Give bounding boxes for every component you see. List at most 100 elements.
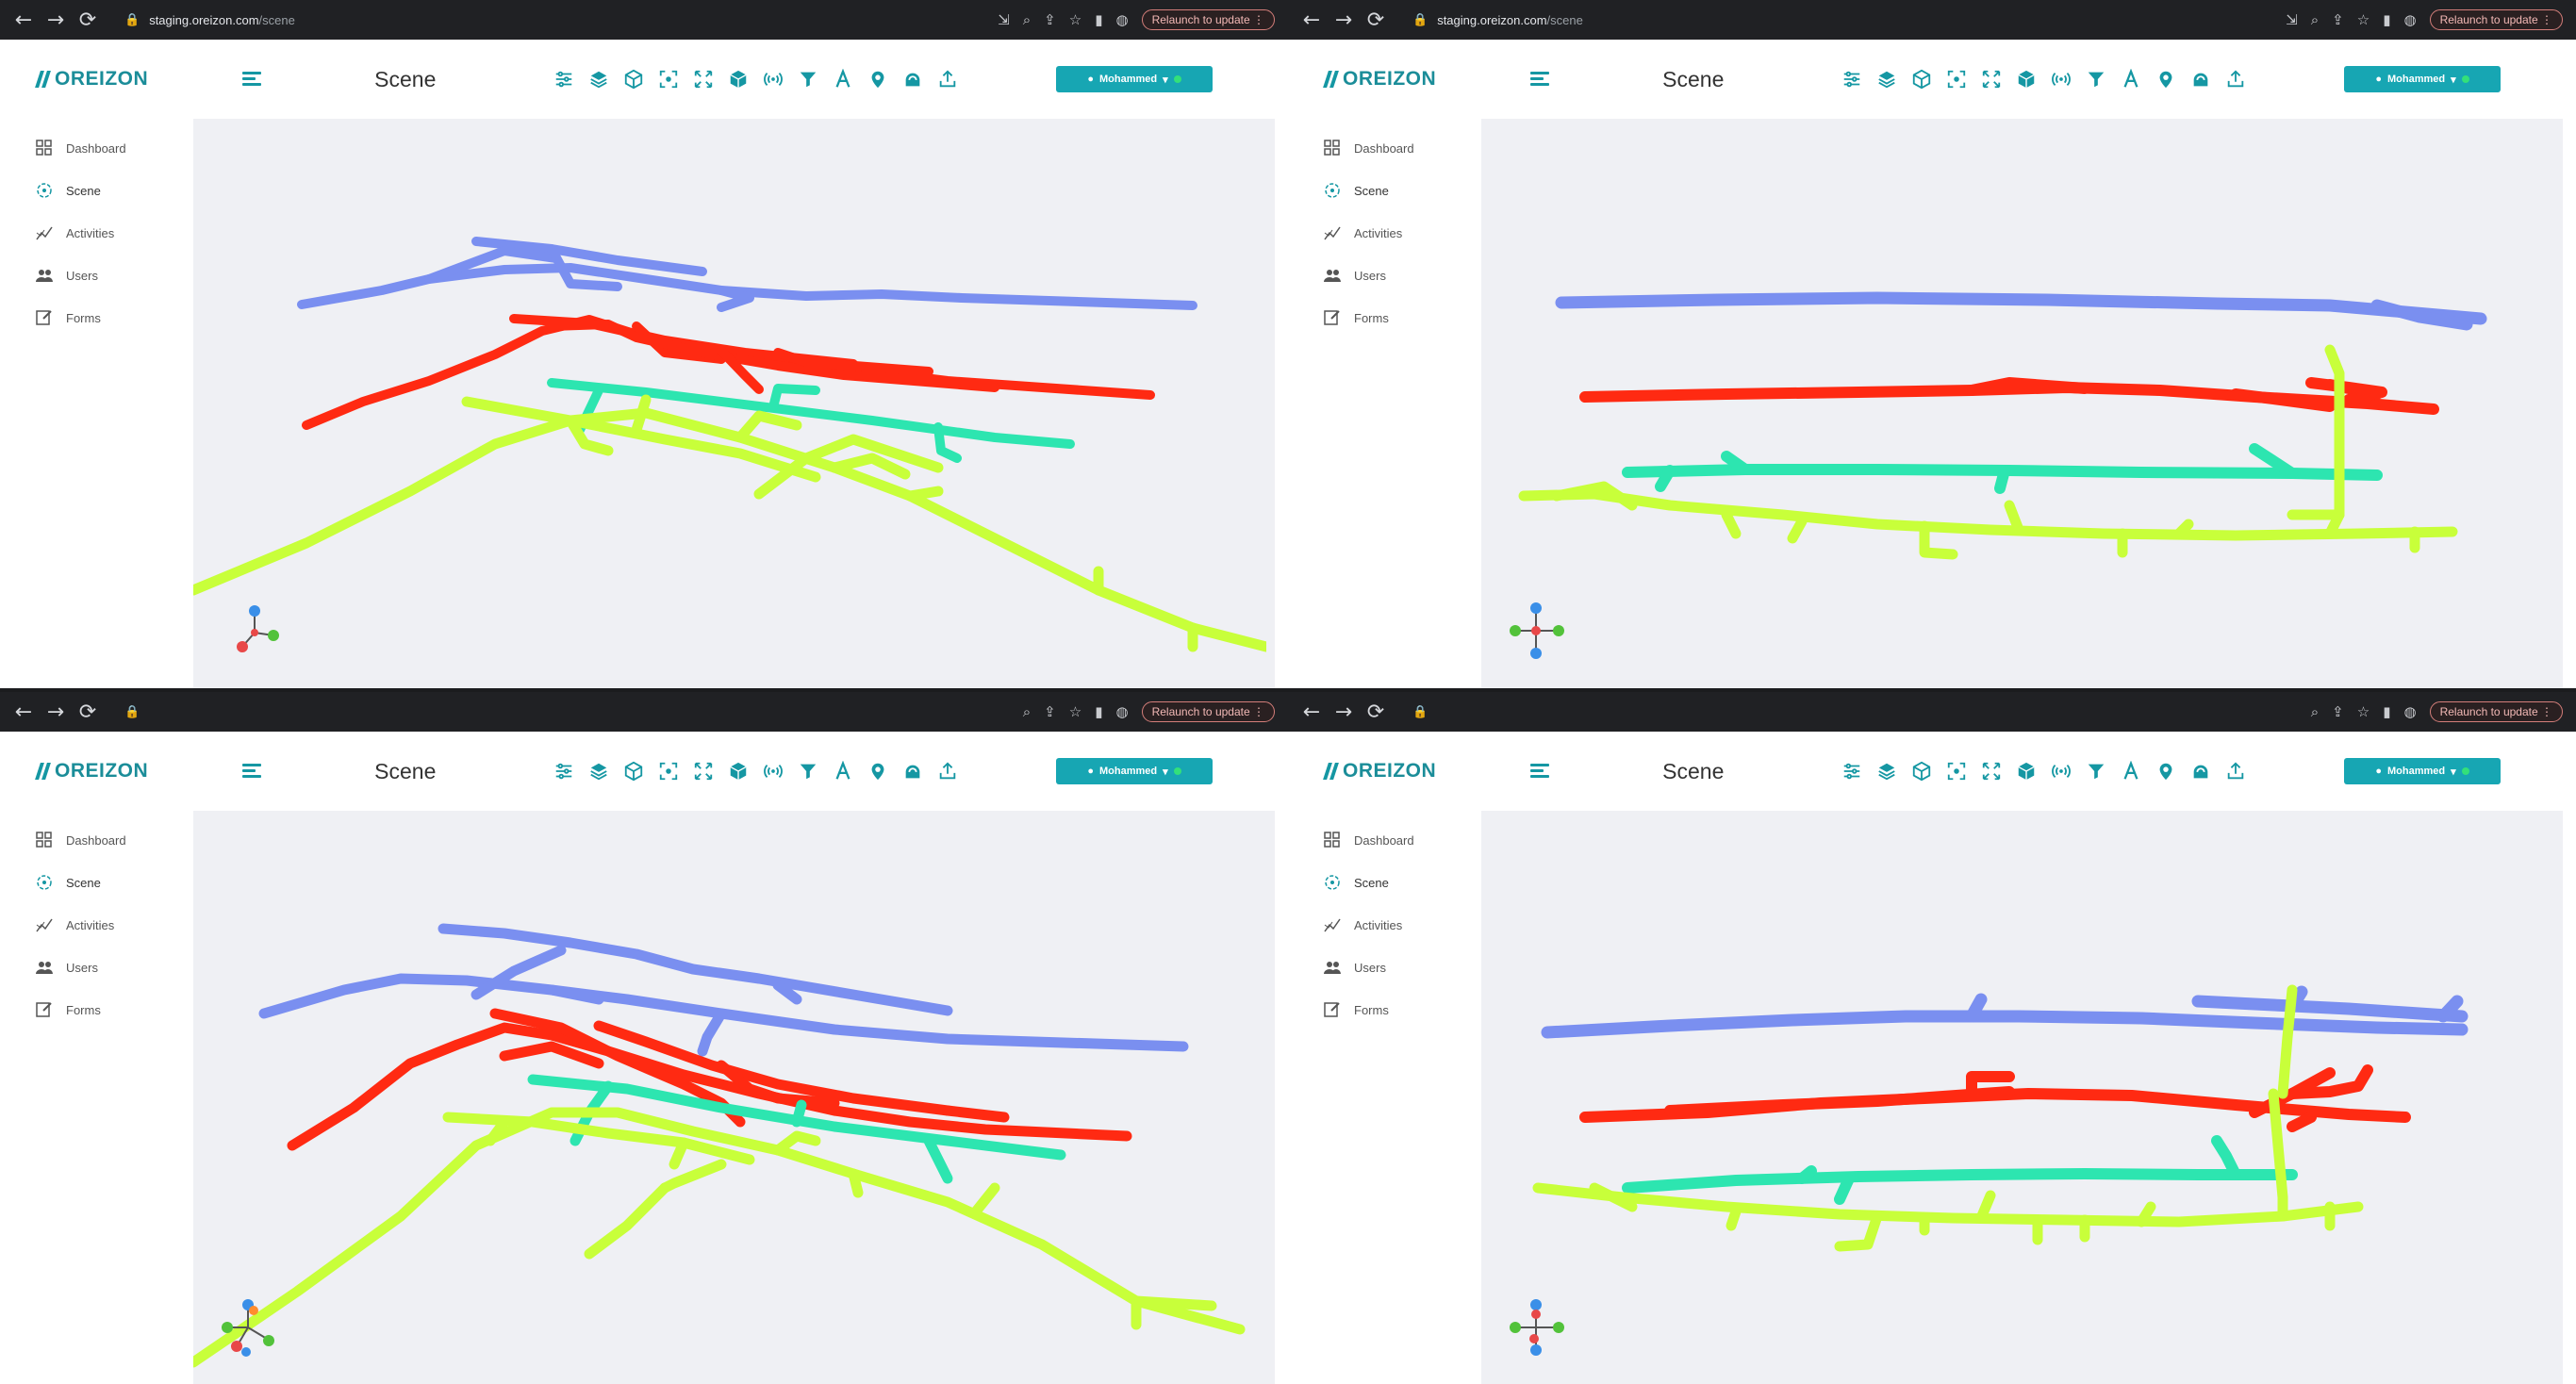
axis-gizmo[interactable] bbox=[1500, 595, 1576, 666]
sidepanel-icon[interactable]: ▮ bbox=[1095, 11, 1103, 28]
tunnel-model[interactable] bbox=[1481, 811, 2554, 1384]
expand-icon[interactable] bbox=[692, 760, 715, 783]
forward-icon[interactable]: → bbox=[46, 700, 65, 724]
install-icon[interactable]: ⇲ bbox=[2286, 11, 2298, 28]
tunnel-model[interactable] bbox=[193, 811, 1266, 1384]
solid-cube-icon[interactable] bbox=[727, 68, 750, 91]
dome-icon[interactable] bbox=[901, 68, 924, 91]
sidebar-item-forms[interactable]: Forms bbox=[36, 1001, 101, 1018]
tunnel-model[interactable] bbox=[193, 119, 1266, 688]
bookmark-star-icon[interactable]: ☆ bbox=[2356, 703, 2370, 720]
sidebar-item-users[interactable]: Users bbox=[1324, 959, 1386, 976]
forward-icon[interactable]: → bbox=[1334, 700, 1353, 724]
expand-icon[interactable] bbox=[1980, 760, 2003, 783]
sidebar-item-dashboard[interactable]: Dashboard bbox=[1324, 140, 1414, 157]
export-icon[interactable] bbox=[2224, 760, 2247, 783]
cube-outline-icon[interactable] bbox=[622, 760, 645, 783]
brand-logo[interactable]: OREIZON bbox=[35, 68, 148, 91]
sidebar-item-scene[interactable]: Scene bbox=[36, 874, 101, 891]
dome-icon[interactable] bbox=[2189, 68, 2212, 91]
bookmark-star-icon[interactable]: ☆ bbox=[2356, 11, 2370, 28]
signal-icon[interactable] bbox=[762, 68, 784, 91]
back-icon[interactable]: ← bbox=[1302, 700, 1321, 724]
install-icon[interactable]: ⇲ bbox=[998, 11, 1010, 28]
sidepanel-icon[interactable]: ▮ bbox=[1095, 703, 1103, 720]
extension-icon[interactable]: ◍ bbox=[1115, 11, 1129, 28]
sidebar-item-users[interactable]: Users bbox=[36, 267, 98, 284]
reload-icon[interactable]: ⟳ bbox=[1366, 700, 1385, 724]
lock-icon[interactable]: 🔒 bbox=[1412, 704, 1428, 719]
user-menu-button[interactable]: ● Mohammed ▾ bbox=[1056, 66, 1213, 92]
focus-icon[interactable] bbox=[1945, 68, 1968, 91]
scene-viewport[interactable] bbox=[193, 119, 1275, 688]
signal-icon[interactable] bbox=[2050, 68, 2072, 91]
filter-icon[interactable] bbox=[2085, 68, 2107, 91]
sidebar-item-activities[interactable]: Activities bbox=[36, 916, 114, 933]
cube-outline-icon[interactable] bbox=[1910, 68, 1933, 91]
relaunch-button[interactable]: Relaunch to update ⋮ bbox=[1141, 701, 1275, 722]
tunnel-model[interactable] bbox=[1481, 119, 2554, 688]
menu-toggle-icon[interactable] bbox=[1530, 764, 1550, 779]
filter-icon[interactable] bbox=[797, 760, 819, 783]
sidebar-item-scene[interactable]: Scene bbox=[36, 182, 101, 199]
signal-icon[interactable] bbox=[2050, 760, 2072, 783]
lock-icon[interactable]: 🔒 bbox=[124, 12, 140, 27]
export-icon[interactable] bbox=[936, 68, 959, 91]
sidebar-item-activities[interactable]: Activities bbox=[1324, 916, 1402, 933]
address-bar[interactable]: staging.oreizon.com/scene bbox=[1437, 13, 1583, 27]
share-icon[interactable]: ⇪ bbox=[2332, 11, 2344, 28]
sliders-icon[interactable] bbox=[553, 760, 575, 783]
lock-icon[interactable]: 🔒 bbox=[1412, 12, 1428, 27]
sidebar-item-users[interactable]: Users bbox=[1324, 267, 1386, 284]
axis-gizmo[interactable] bbox=[1500, 1292, 1576, 1362]
forward-icon[interactable]: → bbox=[46, 8, 65, 32]
brand-logo[interactable]: OREIZON bbox=[1323, 760, 1436, 783]
zoom-icon[interactable]: ⌕ bbox=[2310, 703, 2320, 720]
sidebar-item-activities[interactable]: Activities bbox=[36, 224, 114, 241]
layers-icon[interactable] bbox=[1875, 68, 1898, 91]
extension-icon[interactable]: ◍ bbox=[2403, 11, 2417, 28]
text-icon[interactable] bbox=[2120, 760, 2142, 783]
scene-viewport[interactable] bbox=[193, 811, 1275, 1384]
scene-viewport[interactable] bbox=[1481, 811, 2563, 1384]
location-pin-icon[interactable] bbox=[2155, 760, 2177, 783]
zoom-icon[interactable]: ⌕ bbox=[1022, 11, 1032, 28]
cube-outline-icon[interactable] bbox=[622, 68, 645, 91]
reload-icon[interactable]: ⟳ bbox=[78, 700, 97, 724]
dome-icon[interactable] bbox=[901, 760, 924, 783]
export-icon[interactable] bbox=[936, 760, 959, 783]
user-menu-button[interactable]: ● Mohammed ▾ bbox=[1056, 758, 1213, 784]
sliders-icon[interactable] bbox=[1841, 760, 1863, 783]
axis-gizmo[interactable] bbox=[222, 600, 288, 666]
bookmark-star-icon[interactable]: ☆ bbox=[1068, 703, 1082, 720]
signal-icon[interactable] bbox=[762, 760, 784, 783]
focus-icon[interactable] bbox=[657, 760, 680, 783]
reload-icon[interactable]: ⟳ bbox=[78, 8, 97, 32]
menu-toggle-icon[interactable] bbox=[242, 72, 262, 87]
solid-cube-icon[interactable] bbox=[727, 760, 750, 783]
address-bar[interactable]: staging.oreizon.com/scene bbox=[149, 13, 295, 27]
back-icon[interactable]: ← bbox=[1302, 8, 1321, 32]
share-icon[interactable]: ⇪ bbox=[2332, 703, 2344, 720]
filter-icon[interactable] bbox=[2085, 760, 2107, 783]
relaunch-button[interactable]: Relaunch to update ⋮ bbox=[2429, 701, 2563, 722]
bookmark-star-icon[interactable]: ☆ bbox=[1068, 11, 1082, 28]
sidebar-item-forms[interactable]: Forms bbox=[1324, 309, 1389, 326]
sidebar-item-scene[interactable]: Scene bbox=[1324, 874, 1389, 891]
location-pin-icon[interactable] bbox=[867, 760, 889, 783]
menu-toggle-icon[interactable] bbox=[242, 764, 262, 779]
focus-icon[interactable] bbox=[657, 68, 680, 91]
sidebar-item-dashboard[interactable]: Dashboard bbox=[36, 832, 126, 849]
axis-gizmo[interactable] bbox=[212, 1292, 288, 1362]
sidebar-item-forms[interactable]: Forms bbox=[36, 309, 101, 326]
sidebar-item-dashboard[interactable]: Dashboard bbox=[1324, 832, 1414, 849]
export-icon[interactable] bbox=[2224, 68, 2247, 91]
sidepanel-icon[interactable]: ▮ bbox=[2383, 703, 2391, 720]
share-icon[interactable]: ⇪ bbox=[1044, 703, 1056, 720]
sidebar-item-users[interactable]: Users bbox=[36, 959, 98, 976]
extension-icon[interactable]: ◍ bbox=[2403, 703, 2417, 720]
brand-logo[interactable]: OREIZON bbox=[1323, 68, 1436, 91]
extension-icon[interactable]: ◍ bbox=[1115, 703, 1129, 720]
dome-icon[interactable] bbox=[2189, 760, 2212, 783]
filter-icon[interactable] bbox=[797, 68, 819, 91]
